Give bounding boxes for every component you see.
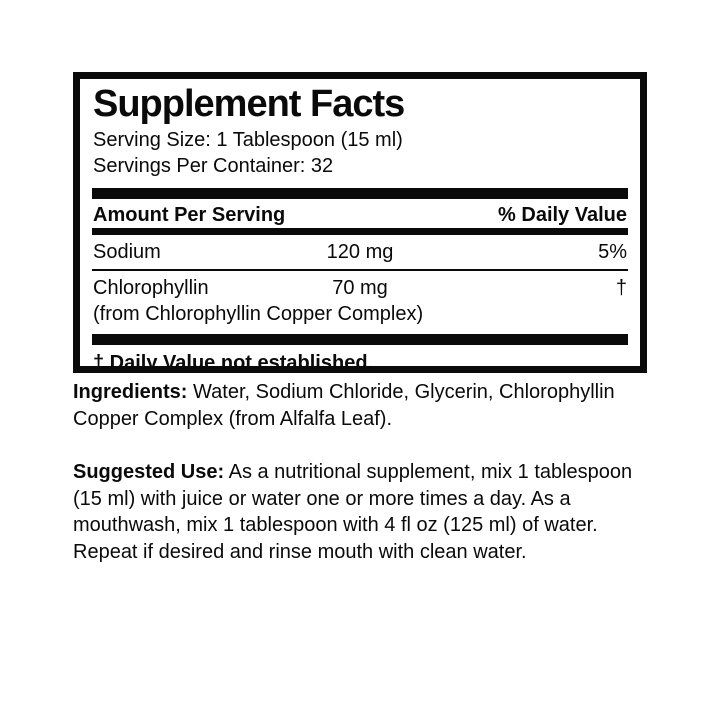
ingredients-paragraph: Ingredients: Water, Sodium Chloride, Gly… <box>73 379 661 433</box>
ingredients-label: Ingredients: <box>73 381 188 403</box>
chlorophyllin-amount: 70 mg <box>332 276 388 299</box>
amount-per-serving-header: Amount Per Serving <box>93 203 286 226</box>
sodium-line: Sodium 5% <box>93 239 627 265</box>
chlorophyllin-source-note: (from Chlorophyllin Copper Complex) <box>93 302 424 325</box>
supplement-facts-panel: Supplement Facts Serving Size: 1 Tablesp… <box>73 72 647 374</box>
separator-bar-thick-top <box>92 187 628 199</box>
sodium-amount: 120 mg <box>326 240 394 263</box>
nutrient-row-chlorophyllin: Chlorophyllin † 70 mg (from Chlorophylli… <box>92 271 628 331</box>
chlorophyllin-line: Chlorophyllin † <box>93 275 627 301</box>
ingredients-text: Water, Sodium Chloride, Glycerin, Chloro… <box>73 381 615 430</box>
percent-daily-value-header: % Daily Value <box>498 203 627 226</box>
daily-value-footnote: † Daily Value not established. <box>93 351 374 374</box>
separator-rule-thin <box>92 268 628 271</box>
chlorophyllin-daily-value: † <box>615 276 627 299</box>
sodium-name: Sodium <box>93 240 161 263</box>
suggested-use-text: As a nutritional supplement, mix 1 table… <box>73 461 633 563</box>
panel-title: Supplement Facts <box>93 83 405 125</box>
nutrient-row-sodium: Sodium 5% 120 mg <box>92 235 628 269</box>
sodium-daily-value: 5% <box>598 240 627 263</box>
column-header-row: Amount Per Serving % Daily Value <box>92 199 628 228</box>
serving-size: Serving Size: 1 Tablespoon (15 ml) <box>93 128 403 151</box>
chlorophyllin-name: Chlorophyllin <box>93 276 209 299</box>
separator-bar-medium <box>92 227 628 235</box>
suggested-use-label: Suggested Use: <box>73 461 225 483</box>
suggested-use-paragraph: Suggested Use: As a nutritional suppleme… <box>73 459 661 565</box>
servings-per-container: Servings Per Container: 32 <box>93 154 334 177</box>
separator-bar-thick-bottom <box>92 333 628 345</box>
